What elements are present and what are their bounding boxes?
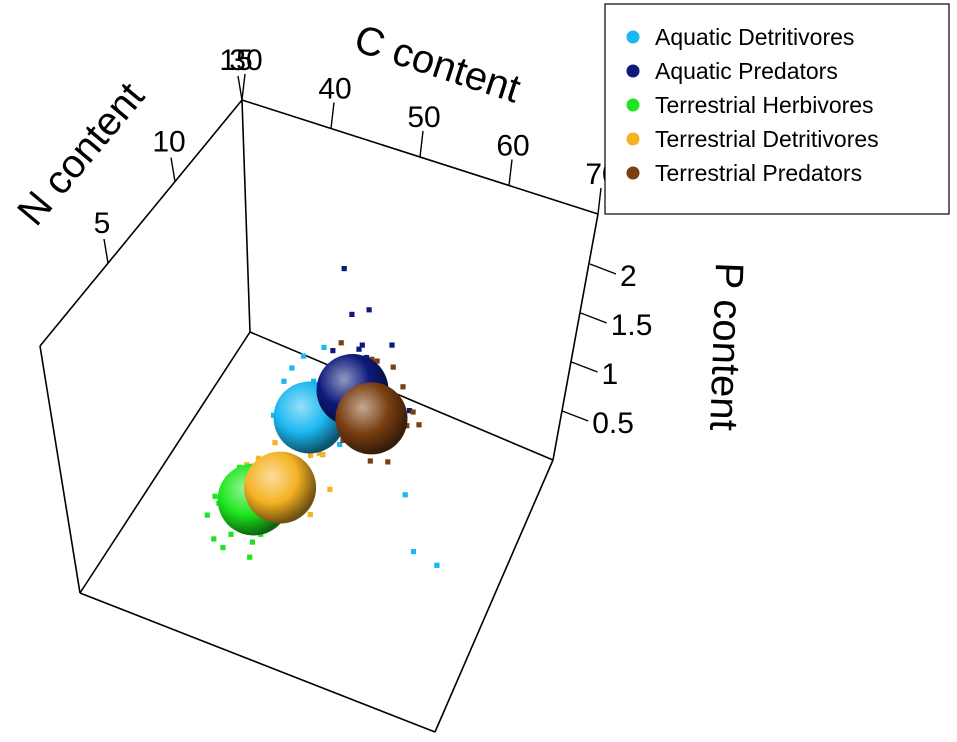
legend: Aquatic Detritivores Aquatic Predators Ter… (604, 3, 950, 215)
data-point (281, 378, 287, 384)
data-point (316, 450, 322, 456)
data-point (308, 452, 314, 459)
data-point (340, 437, 346, 443)
x-axis-title: C content (349, 17, 525, 112)
z-tick-mark (589, 263, 617, 275)
data-point (228, 531, 234, 537)
legend-marker (626, 98, 640, 112)
data-point (341, 266, 347, 272)
centroid-sphere (244, 451, 317, 524)
legend-label: Terrestrial Herbivores (655, 92, 874, 118)
legend-label: Aquatic Predators (655, 58, 838, 84)
data-point (366, 307, 372, 313)
group-centroids (217, 354, 408, 536)
z-tick-mark (561, 410, 589, 422)
data-point (367, 458, 373, 464)
data-point (212, 493, 218, 499)
box-edge-inner (241, 99, 251, 333)
data-point (416, 422, 422, 428)
legend-marker (626, 132, 640, 146)
legend-frame (604, 3, 950, 215)
z-tick-mark (571, 361, 598, 373)
data-point (410, 549, 417, 555)
x-tick-mark (508, 159, 513, 186)
data-point (204, 512, 210, 518)
data-point (307, 512, 313, 518)
centroid-sphere (335, 382, 408, 455)
data-point (410, 409, 416, 415)
legend-label: Terrestrial Predators (655, 160, 862, 186)
data-point (249, 539, 255, 545)
x-tick-label: 30 (229, 44, 262, 77)
data-point (321, 344, 327, 350)
z-tick-mark (580, 312, 608, 324)
x-tick-mark (330, 102, 335, 129)
y-tick-mark (103, 238, 109, 264)
data-point (356, 346, 362, 352)
data-point (270, 412, 277, 418)
data-point (404, 423, 410, 429)
y-axis-title: N content (9, 74, 153, 233)
z-axis-title: P content (701, 262, 751, 432)
z-tick-label: 1.5 (611, 309, 653, 342)
box-edge (39, 99, 243, 347)
legend-marker (626, 166, 640, 180)
x-tick-mark (419, 130, 424, 158)
legend-label: Aquatic Detritivores (655, 24, 854, 50)
legend-label: Terrestrial Detritivores (655, 126, 879, 152)
data-point (338, 340, 344, 346)
data-point (374, 358, 380, 364)
data-point (434, 562, 440, 568)
z-tick-label: 1 (602, 358, 619, 391)
data-point (385, 459, 391, 465)
data-point (289, 365, 295, 371)
x-tick-mark (597, 187, 602, 215)
x-tick-mark (241, 73, 246, 101)
box-edge (79, 592, 436, 733)
legend-marker (626, 30, 640, 44)
data-point (211, 536, 217, 542)
z-tick-label: 2 (620, 260, 637, 293)
data-point (272, 440, 278, 446)
data-point (400, 384, 406, 390)
y-tick-label: 15 (219, 44, 252, 77)
data-point (320, 452, 326, 458)
data-point (255, 455, 261, 461)
x-tick-label: 40 (318, 73, 351, 106)
data-point (406, 408, 413, 414)
z-tick-label: 0.5 (592, 407, 634, 440)
data-point (220, 545, 226, 551)
data-point (337, 441, 343, 448)
data-point (247, 554, 253, 560)
data-point (369, 356, 375, 362)
x-tick-label: 60 (496, 130, 529, 163)
box-edge-inner (79, 331, 251, 594)
data-point (390, 364, 396, 370)
data-point (330, 348, 336, 354)
data-point (327, 486, 333, 492)
y-tick-mark (170, 157, 176, 182)
plot-box (39, 99, 599, 733)
y-tick-label: 10 (152, 126, 185, 159)
box-edge (552, 213, 599, 461)
data-point (402, 492, 408, 498)
box-edge (434, 459, 554, 733)
legend-marker (626, 64, 640, 78)
data-point (389, 342, 395, 348)
box-edge (39, 345, 81, 594)
y-tick-mark (237, 75, 243, 101)
y-tick-label: 5 (94, 207, 111, 240)
x-tick-label: 50 (407, 101, 440, 134)
data-point (300, 353, 307, 359)
data-point (349, 311, 355, 317)
box-edge-inner (249, 331, 554, 461)
data-point (311, 378, 317, 384)
data-point (359, 342, 365, 348)
